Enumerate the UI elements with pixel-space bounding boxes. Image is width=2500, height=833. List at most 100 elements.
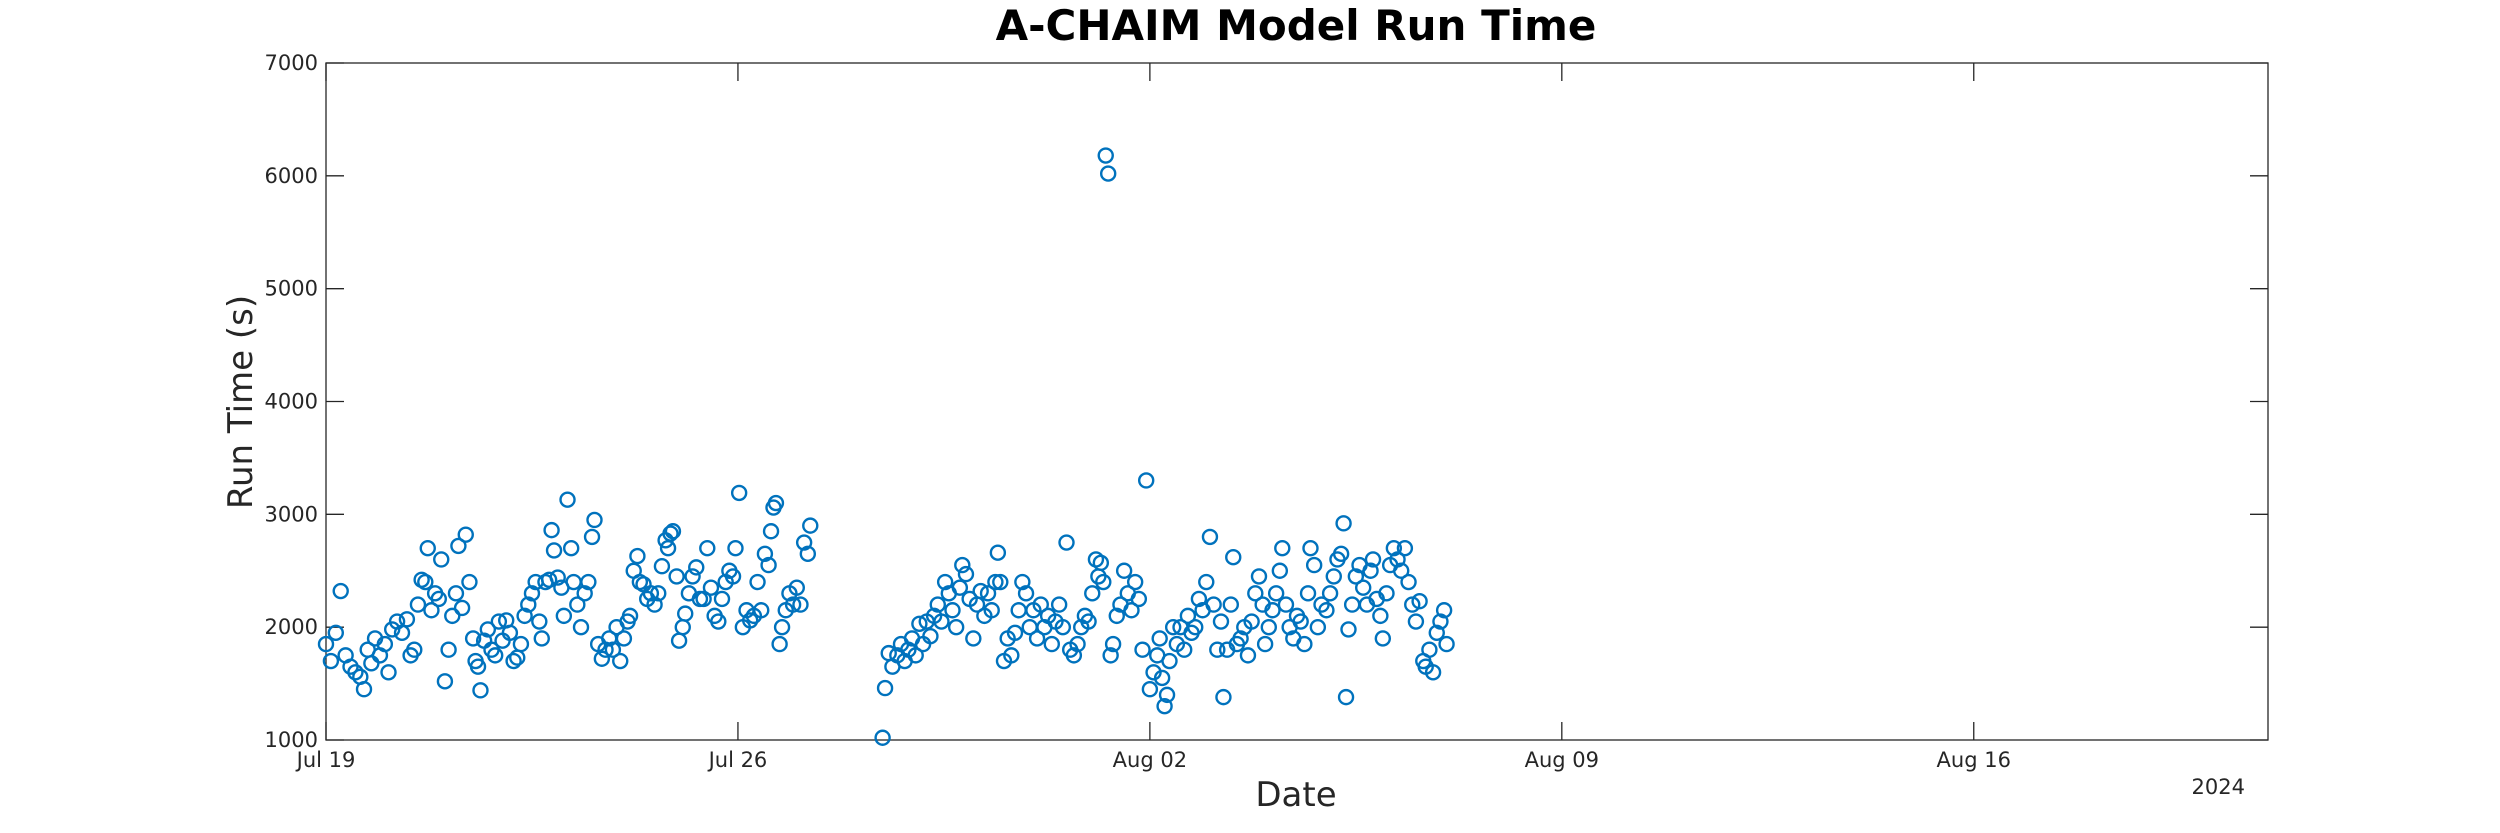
data-point [677,605,694,622]
data-point [668,568,685,585]
data-point [1151,630,1168,647]
data-point [612,652,629,670]
data-point [936,573,954,591]
y-axis-label: Run Time (s) [221,295,261,509]
data-point [646,596,663,613]
data-point [450,537,467,555]
data-point [1014,573,1031,591]
data-point [1364,551,1382,568]
data-point [593,650,611,667]
data-point [1225,549,1242,566]
data-point [1130,590,1148,608]
data-point [1332,545,1350,563]
data-point [1274,539,1291,557]
data-point [433,551,450,568]
data-point [406,641,423,658]
data-point [699,539,716,557]
data-point [453,599,471,617]
data-point [992,573,1009,591]
data-point [650,585,667,602]
data-point [479,621,497,638]
data-point [1212,613,1230,630]
data-point [1421,641,1438,658]
data-point [604,641,622,658]
data-point [1385,539,1403,557]
data-point [533,630,550,647]
data-point [688,559,705,576]
data-point [576,585,593,602]
x-axis-label: Date [1255,775,1336,815]
data-point [1309,618,1327,636]
data-point [1209,641,1226,658]
data-point [753,602,770,619]
data-point [1247,585,1264,602]
data-point [702,579,720,596]
data-point [1190,590,1208,608]
data-point [1362,562,1379,579]
data-point [907,647,924,664]
data-point [586,511,603,529]
data-point [771,635,788,653]
data-point [1396,539,1414,557]
data-point [509,649,526,666]
data-point [1104,635,1122,653]
data-point [565,573,582,591]
data-point [1126,573,1144,591]
data-point [472,682,489,699]
data-point [987,573,1004,591]
data-point [559,491,576,508]
data-point [670,632,688,649]
data-point [989,544,1007,561]
data-point [1156,697,1173,715]
data-point [727,539,744,557]
data-point [922,627,939,645]
data-point [802,517,819,534]
data-point [767,494,785,512]
data-point [1292,613,1309,630]
data-point [1372,607,1389,625]
data-point [543,521,560,539]
data-point [1271,562,1289,579]
data-point [749,573,766,591]
data-point [756,545,774,563]
data-point [1378,585,1395,602]
data-point [1424,664,1442,681]
data-point [430,590,447,608]
data-point [788,579,805,596]
data-point [947,618,965,636]
data-point [1069,635,1086,653]
data-point [531,613,548,630]
data-point [440,641,457,658]
data-point [760,556,777,574]
data-point [730,484,748,502]
data-point [929,596,946,613]
data-point [741,612,759,629]
data-point [317,635,335,653]
data-point [979,585,997,602]
data-point [1438,635,1455,653]
data-point [1215,688,1232,706]
data-point [1305,556,1323,574]
data-point [983,602,1000,619]
data-point [1043,635,1060,653]
data-point [1028,630,1046,647]
data-point [1058,534,1075,551]
data-point [376,635,394,653]
data-point [653,558,671,575]
data-point [621,607,639,625]
data-point [523,585,541,602]
data-point [1400,573,1417,591]
data-point [1054,618,1072,636]
data-point [713,590,731,608]
data-point [464,630,482,647]
data-point [1153,669,1171,687]
data-point [1355,579,1372,596]
data-point [1256,635,1274,653]
data-point [1205,596,1222,613]
data-point [597,641,614,658]
data-point [1187,618,1204,636]
data-point [1340,621,1357,638]
data-point [1347,568,1365,585]
data-point [951,579,969,596]
data-point [1325,568,1342,585]
